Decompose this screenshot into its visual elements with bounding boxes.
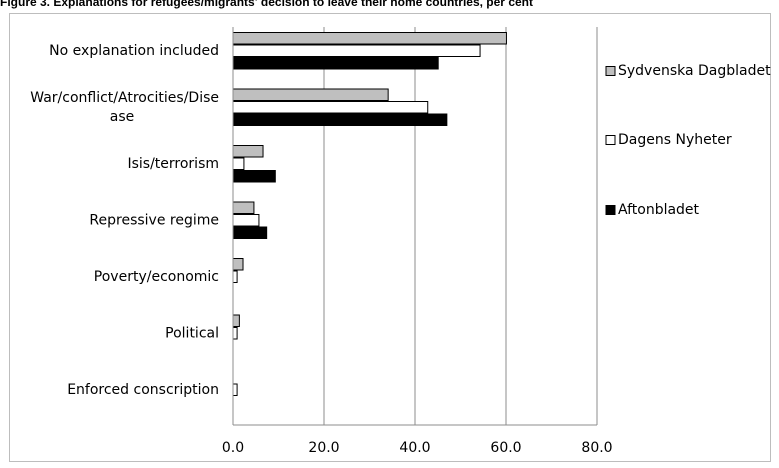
category-label-no-explanation-included: No explanation included	[49, 43, 219, 59]
bar-sydvenska-dagbladet-poverty-economic	[232, 258, 244, 271]
bar-dagens-nyheter-no-explanation-included	[232, 44, 481, 57]
category-label-isis-terrorism: Isis/terrorism	[127, 156, 219, 172]
legend-swatch-dagens-nyheter	[605, 135, 616, 145]
x-tick-label-60-0: 60.0	[490, 440, 521, 456]
bar-dagens-nyheter-poverty-economic	[232, 270, 238, 283]
bar-dagens-nyheter-political	[232, 327, 238, 340]
legend: Sydvenska Dagbladet Dagens Nyheter Aftonbl…	[605, 63, 771, 218]
category-label-war-conflict-atrocities-disease-line-2: ase	[110, 109, 135, 125]
x-tick-labels: 0.0 20.0 40.0 60.0 80.0	[222, 440, 613, 456]
category-label-enforced-conscription: Enforced conscription	[67, 382, 219, 398]
category-label-war-conflict-atrocities-disease-line-1: War/conflict/Atrocities/Dise	[30, 90, 219, 106]
x-tick-label-40-0: 40.0	[399, 440, 430, 456]
bar-sydvenska-dagbladet-isis-terrorism	[232, 145, 264, 158]
bar-dagens-nyheter-repressive-regime	[232, 214, 260, 227]
chart-frame	[9, 13, 771, 462]
category-label-political: Political	[165, 325, 219, 341]
legend-swatch-sydvenska-dagbladet	[605, 66, 616, 76]
bar-aftonbladet-isis-terrorism	[232, 170, 276, 183]
category-label-poverty-economic: Poverty/economic	[94, 269, 219, 285]
legend-swatch-aftonbladet	[605, 205, 616, 215]
bar-dagens-nyheter-enforced-conscription	[232, 383, 238, 396]
bar-dagens-nyheter-isis-terrorism	[232, 157, 245, 170]
bars	[232, 32, 507, 396]
bar-aftonbladet-repressive-regime	[232, 226, 268, 239]
axes	[232, 27, 597, 426]
legend-label-sydvenska-dagbladet: Sydvenska Dagbladet	[618, 63, 771, 79]
figure-caption: Figure 3. Explanations for refugees/migr…	[0, 0, 533, 9]
category-label-repressive-regime: Repressive regime	[89, 212, 219, 228]
bar-sydvenska-dagbladet-no-explanation-included	[232, 32, 507, 45]
bar-sydvenska-dagbladet-political	[232, 314, 240, 327]
bar-sydvenska-dagbladet-repressive-regime	[232, 201, 255, 214]
legend-label-aftonbladet: Aftonbladet	[618, 202, 700, 218]
bar-sydvenska-dagbladet-war-conflict-atrocities-disease	[232, 88, 389, 101]
x-tick-label-80-0: 80.0	[581, 440, 612, 456]
bar-aftonbladet-no-explanation-included	[232, 57, 439, 70]
bar-dagens-nyheter-war-conflict-atrocities-disease	[232, 101, 429, 114]
gridlines	[323, 27, 598, 425]
legend-label-dagens-nyheter: Dagens Nyheter	[618, 132, 732, 148]
bar-aftonbladet-war-conflict-atrocities-disease	[232, 113, 448, 126]
x-tick-label-0-0: 0.0	[222, 440, 244, 456]
category-labels: No explanation included War/conflict/Atro…	[30, 43, 219, 398]
x-tick-label-20-0: 20.0	[308, 440, 339, 456]
